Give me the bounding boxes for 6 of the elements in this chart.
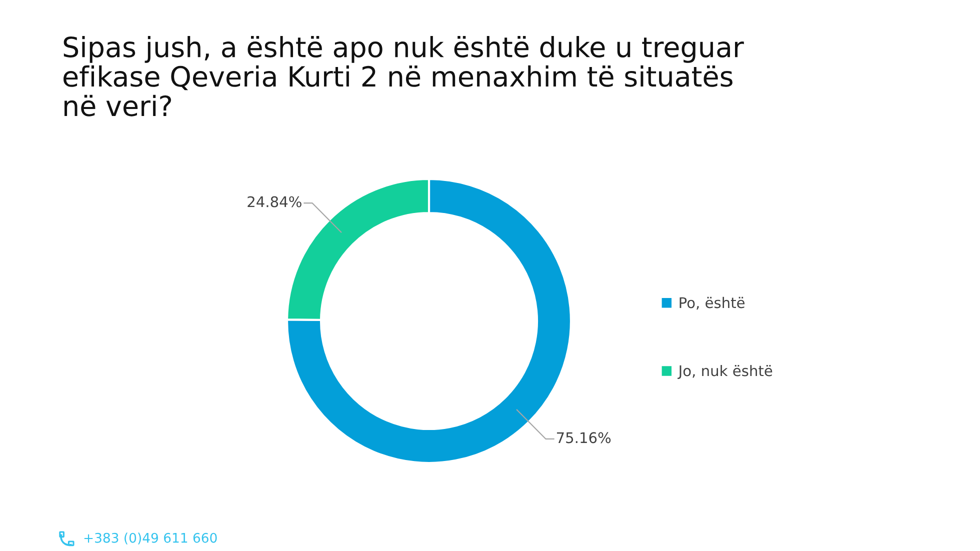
text: +383 (0)49 611 660 xyxy=(84,532,217,544)
data-label: 75.16% xyxy=(556,432,611,444)
legend-label: Jo, nuk është xyxy=(678,364,772,379)
chart-title: Sipas jush, a është apo nuk është duke u treguar efikase Qeveria Kurti 2 në menaxhim të situatës në veri? xyxy=(64,36,744,116)
data-label: 24.84% xyxy=(248,196,302,208)
legend-label: Po, është xyxy=(680,296,745,310)
